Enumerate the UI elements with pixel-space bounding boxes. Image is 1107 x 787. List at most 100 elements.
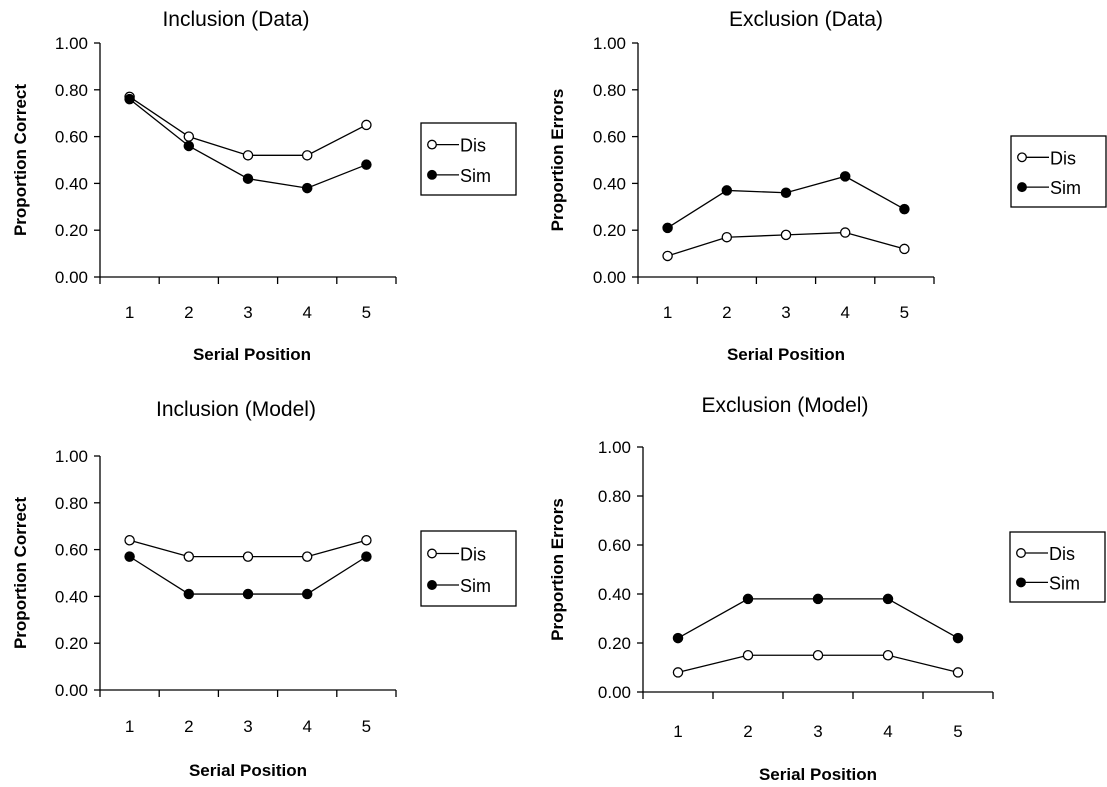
y-axis-label: Proportion Errors [548,89,567,232]
y-tick-label: 0.60 [598,536,631,555]
y-tick-label: 1.00 [55,34,88,53]
y-tick-label: 0.00 [593,268,626,287]
y-tick-label: 0.80 [55,81,88,100]
x-tick-label: 2 [184,303,193,322]
data-point-dis [183,551,195,562]
data-point-sim [242,173,254,184]
data-point-sim [780,187,792,199]
x-axis-label: Serial Position [727,345,845,364]
legend-label: Sim [1050,178,1081,198]
data-point-sim [812,593,824,605]
x-tick-label: 5 [900,303,909,322]
data-point-dis [662,250,673,262]
x-tick-label: 4 [883,722,892,741]
legend-marker [427,139,437,150]
data-point-dis [242,150,254,161]
legend-label: Dis [1049,544,1075,564]
data-point-sim [899,203,910,215]
y-tick-label: 0.00 [55,681,88,700]
data-point-sim [361,551,372,562]
y-tick-label: 0.20 [593,221,626,240]
chart-panel-4: Exclusion (Model) 0.00 0.20 0.40 0.60 0.80 1.0… [548,394,1106,784]
data-point-dis [124,534,135,546]
chart-panel-2: Exclusion (Data) 0.00 0.20 0.40 0.60 0.80 1.00… [548,8,1107,364]
legend: Dis Sim [1009,531,1106,603]
x-axis-label: Serial Position [193,345,311,364]
data-point-dis [780,229,792,241]
chart-title: Inclusion (Data) [162,8,309,31]
y-axis-label: Proportion Correct [11,497,30,649]
x-tick-label: 1 [663,303,672,322]
data-point-sim [301,182,313,194]
x-tick-label: 3 [781,303,790,322]
y-axis-label: Proportion Errors [548,498,567,641]
y-tick-label: 0.20 [598,634,631,653]
y-tick-label: 1.00 [593,34,626,53]
data-point-dis [183,131,195,142]
y-tick-label: 0.60 [55,128,88,147]
y-tick-label: 0.40 [598,585,631,604]
series-line-sim [129,556,367,595]
data-point-dis [361,534,372,546]
y-tick-label: 0.40 [55,174,88,193]
data-point-dis [882,650,894,661]
data-point-sim [301,588,313,600]
data-point-sim [124,93,135,105]
chart-panel-1: Inclusion (Data) 0.00 0.20 0.40 0.60 0.80 1.00… [11,8,517,364]
y-tick-label: 0.40 [55,587,88,606]
chart-title: Exclusion (Data) [729,8,883,31]
data-point-sim [183,140,195,152]
data-point-sim [952,632,964,644]
legend-box [1009,531,1106,603]
legend-label: Sim [1049,573,1080,593]
chart-title: Inclusion (Model) [156,398,316,421]
data-point-dis [899,243,910,255]
data-point-dis [721,231,733,243]
data-point-dis [672,667,684,678]
legend: Dis Sim [420,530,517,607]
y-axis-label: Proportion Correct [11,84,30,236]
x-tick-label: 1 [125,303,134,322]
y-tick-label: 0.00 [598,683,631,702]
data-point-dis [952,667,964,678]
data-point-dis [361,119,372,131]
data-point-dis [301,150,313,161]
x-tick-label: 3 [243,303,252,322]
series-line-sim [667,175,905,229]
data-point-dis [839,227,851,238]
legend-marker [427,548,437,559]
y-tick-label: 0.60 [593,128,626,147]
x-tick-label: 2 [743,722,752,741]
x-tick-label: 1 [673,722,682,741]
y-tick-label: 0.60 [55,541,88,560]
y-tick-label: 0.40 [593,174,626,193]
y-tick-label: 0.00 [55,268,88,287]
legend-marker [1017,152,1027,163]
data-point-dis [812,650,824,661]
legend-marker [1016,577,1026,588]
data-point-sim [124,551,135,562]
legend-marker [427,169,437,180]
legend-label: Dis [460,136,486,156]
y-tick-label: 0.20 [55,221,88,240]
data-point-sim [672,632,684,644]
x-tick-label: 3 [813,722,822,741]
data-point-sim [742,593,754,605]
x-tick-label: 3 [243,717,252,736]
legend-label: Dis [1050,148,1076,168]
y-tick-label: 1.00 [55,447,88,466]
legend: Dis Sim [1010,135,1107,208]
y-tick-label: 1.00 [598,438,631,457]
data-point-sim [183,588,195,600]
y-tick-label: 0.20 [55,634,88,653]
legend-label: Dis [460,545,486,565]
x-tick-label: 2 [722,303,731,322]
data-point-dis [742,650,754,661]
legend-box [420,530,517,607]
x-axis-label: Serial Position [759,765,877,784]
data-point-sim [662,222,673,234]
x-tick-label: 5 [953,722,962,741]
x-tick-label: 2 [184,717,193,736]
legend-marker [1016,548,1026,558]
